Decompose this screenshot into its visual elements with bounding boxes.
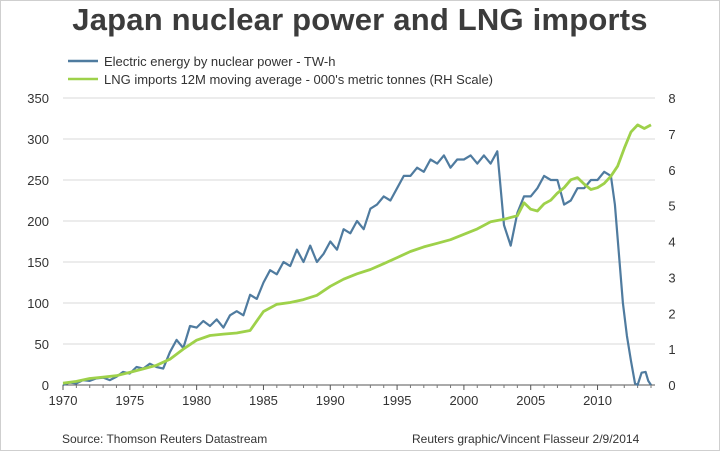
left-axis-tick-label: 50: [35, 337, 49, 352]
nuclear-power-line: [62, 150, 652, 387]
lng-imports-line: [62, 123, 652, 385]
left-axis-tick-label: 100: [27, 296, 49, 311]
right-axis-tick-label: 0: [668, 378, 675, 393]
x-tick-label: 1980: [182, 393, 211, 408]
left-axis-tick-label: 200: [27, 214, 49, 229]
left-axis-tick-label: 300: [27, 132, 49, 147]
chart-title: Japan nuclear power and LNG imports: [72, 2, 648, 37]
right-axis-tick-label: 3: [668, 270, 675, 285]
legend-label: LNG imports 12M moving average - 000's m…: [104, 72, 493, 87]
x-tick-label: 1975: [115, 393, 144, 408]
legend-label: Electric energy by nuclear power - TW-h: [104, 54, 335, 69]
right-axis-tick-label: 1: [668, 342, 675, 357]
right-axis-tick-label: 5: [668, 199, 675, 214]
x-tick-label: 2010: [583, 393, 612, 408]
right-axis-tick-label: 4: [668, 235, 675, 250]
credit-note: Reuters graphic/Vincent Flasseur 2/9/201…: [412, 432, 640, 446]
left-axis-tick-label: 350: [27, 91, 49, 106]
x-tick-label: 1985: [249, 393, 278, 408]
x-tick-label: 1995: [383, 393, 412, 408]
x-tick-label: 2000: [449, 393, 478, 408]
left-axis-tick-label: 0: [42, 378, 49, 393]
right-axis-tick-label: 6: [668, 163, 675, 178]
x-tick-label: 2005: [516, 393, 545, 408]
left-axis-tick-label: 250: [27, 173, 49, 188]
x-tick-label: 1970: [49, 393, 78, 408]
right-axis-tick-label: 7: [668, 127, 675, 142]
x-tick-label: 1990: [316, 393, 345, 408]
source-note: Source: Thomson Reuters Datastream: [62, 432, 268, 446]
right-axis-tick-label: 8: [668, 91, 675, 106]
right-axis-tick-label: 2: [668, 306, 675, 321]
left-axis-tick-label: 150: [27, 255, 49, 270]
